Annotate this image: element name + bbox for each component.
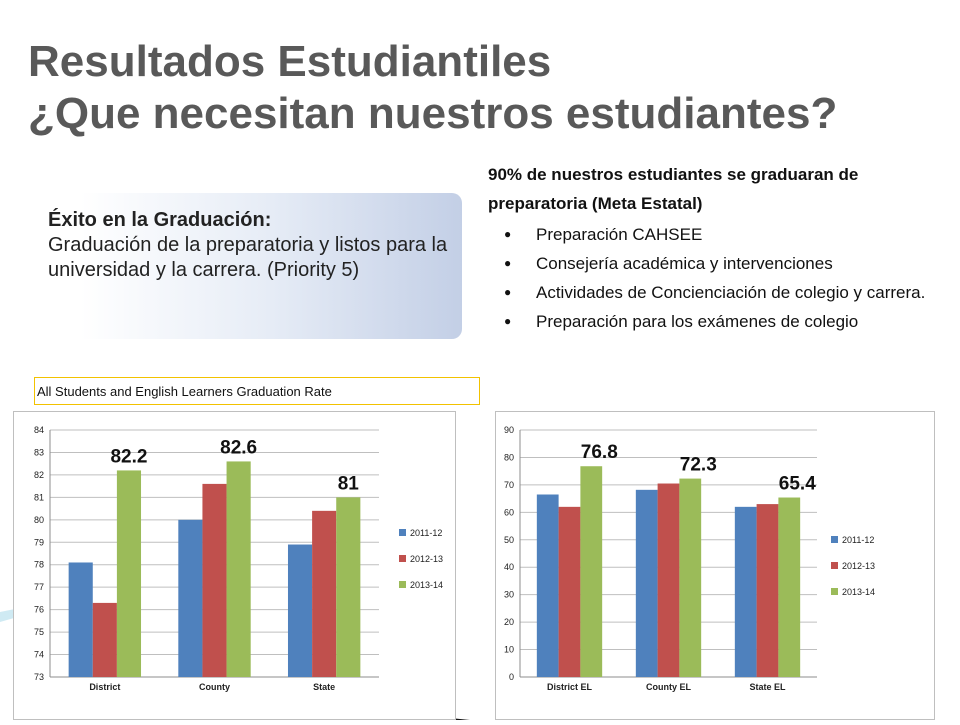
legend-swatch bbox=[831, 536, 838, 543]
bar bbox=[778, 497, 801, 677]
list-item: ● Actividades de Concienciación de colegi… bbox=[488, 278, 958, 307]
bar bbox=[580, 466, 603, 677]
bar bbox=[68, 562, 93, 677]
bar bbox=[312, 510, 337, 677]
slide-title: Resultados Estudiantiles ¿Que necesitan … bbox=[28, 36, 837, 140]
chart-all-students: 73 74 75 76 77 78 79 80 81 82 83 84 District 82.2 Coun… bbox=[13, 411, 456, 720]
bar bbox=[178, 519, 203, 677]
y-tick-label: 0 bbox=[509, 672, 514, 682]
y-tick-label: 10 bbox=[504, 645, 514, 655]
bullet-icon: ● bbox=[504, 285, 512, 299]
legend-label: 2011-12 bbox=[842, 535, 874, 545]
bar bbox=[756, 504, 779, 677]
x-tick-label: State bbox=[313, 682, 335, 692]
bar bbox=[287, 544, 313, 677]
bar bbox=[92, 602, 117, 677]
legend-label: 2012-13 bbox=[842, 561, 875, 571]
y-tick-label: 76 bbox=[34, 605, 44, 615]
goal-text: Éxito en la Graduación: Graduación de la… bbox=[48, 208, 448, 283]
bar bbox=[536, 494, 559, 677]
bullet-icon: ● bbox=[504, 227, 512, 241]
bar bbox=[679, 478, 702, 677]
y-tick-label: 78 bbox=[34, 560, 44, 570]
y-tick-label: 60 bbox=[504, 507, 514, 517]
bullet-text: Preparación para los exámenes de colegio bbox=[536, 312, 859, 331]
chart-caption: All Students and English Learners Gradua… bbox=[34, 377, 480, 405]
y-tick-label: 30 bbox=[504, 590, 514, 600]
y-tick-label: 40 bbox=[504, 562, 514, 572]
legend-label: 2012-13 bbox=[410, 554, 443, 564]
chart-svg: 0 10 20 30 40 50 60 70 80 90 District EL 76.8 County… bbox=[495, 411, 935, 720]
y-tick-label: 20 bbox=[504, 617, 514, 627]
legend-swatch bbox=[399, 555, 406, 562]
list-item: ● Preparación para los exámenes de colegi… bbox=[488, 307, 958, 336]
bar bbox=[202, 483, 227, 677]
x-tick-label: State EL bbox=[749, 682, 786, 692]
y-tick-label: 80 bbox=[34, 515, 44, 525]
title-line-1: Resultados Estudiantiles bbox=[28, 37, 552, 86]
title-line-2: ¿Que necesitan nuestros estudiantes? bbox=[28, 89, 838, 138]
y-tick-label: 84 bbox=[34, 425, 44, 435]
legend-swatch bbox=[399, 529, 406, 536]
bar bbox=[558, 506, 581, 677]
list-item: ● Consejería académica y intervenciones bbox=[488, 249, 958, 278]
goal-heading: Éxito en la Graduación: bbox=[48, 209, 272, 231]
legend-swatch bbox=[831, 562, 838, 569]
bullet-icon: ● bbox=[504, 314, 512, 328]
x-tick-label: District bbox=[89, 682, 120, 692]
data-label: 81 bbox=[338, 473, 360, 494]
data-label: 72.3 bbox=[680, 455, 717, 476]
y-tick-label: 81 bbox=[34, 492, 44, 502]
legend-swatch bbox=[831, 588, 838, 595]
legend-label: 2013-14 bbox=[410, 580, 443, 590]
bar bbox=[336, 497, 361, 677]
target-block: 90% de nuestros estudiantes se graduaran… bbox=[488, 160, 958, 336]
legend-swatch bbox=[399, 581, 406, 588]
chart-svg: 73 74 75 76 77 78 79 80 81 82 83 84 District 82.2 Coun… bbox=[13, 411, 456, 720]
x-tick-label: County EL bbox=[646, 682, 691, 692]
bullet-icon: ● bbox=[504, 256, 512, 270]
bar bbox=[635, 489, 658, 677]
data-label: 65.4 bbox=[779, 474, 816, 495]
bar bbox=[734, 506, 757, 677]
y-tick-label: 74 bbox=[34, 650, 44, 660]
x-tick-label: County bbox=[199, 682, 230, 692]
y-tick-label: 77 bbox=[34, 582, 44, 592]
data-label: 76.8 bbox=[581, 442, 618, 463]
y-tick-label: 73 bbox=[34, 672, 44, 682]
legend-label: 2011-12 bbox=[410, 528, 442, 538]
bar bbox=[226, 461, 251, 677]
y-tick-label: 79 bbox=[34, 537, 44, 547]
list-item: ● Preparación CAHSEE bbox=[488, 220, 958, 249]
chart-english-learners: 0 10 20 30 40 50 60 70 80 90 District EL 76.8 County… bbox=[495, 411, 935, 720]
target-list: ● Preparación CAHSEE ● Consejería académic… bbox=[488, 220, 958, 336]
y-tick-label: 75 bbox=[34, 627, 44, 637]
y-tick-label: 50 bbox=[504, 535, 514, 545]
bullet-text: Preparación CAHSEE bbox=[536, 225, 703, 244]
y-tick-label: 90 bbox=[504, 425, 514, 435]
goal-body: Graduación de la preparatoria y listos p… bbox=[48, 234, 448, 281]
y-tick-label: 83 bbox=[34, 447, 44, 457]
bullet-text: Actividades de Concienciación de colegio… bbox=[536, 283, 926, 302]
x-tick-label: District EL bbox=[547, 682, 593, 692]
target-heading: 90% de nuestros estudiantes se graduaran… bbox=[488, 165, 859, 213]
goal-box bbox=[38, 193, 462, 339]
bullet-text: Consejería académica y intervenciones bbox=[536, 254, 833, 273]
bar bbox=[116, 470, 142, 677]
y-tick-label: 70 bbox=[504, 480, 514, 490]
data-label: 82.2 bbox=[110, 446, 147, 467]
bar bbox=[657, 483, 680, 677]
y-tick-label: 80 bbox=[504, 452, 514, 462]
data-label: 82.6 bbox=[220, 437, 257, 458]
legend-label: 2013-14 bbox=[842, 587, 875, 597]
y-tick-label: 82 bbox=[34, 470, 44, 480]
